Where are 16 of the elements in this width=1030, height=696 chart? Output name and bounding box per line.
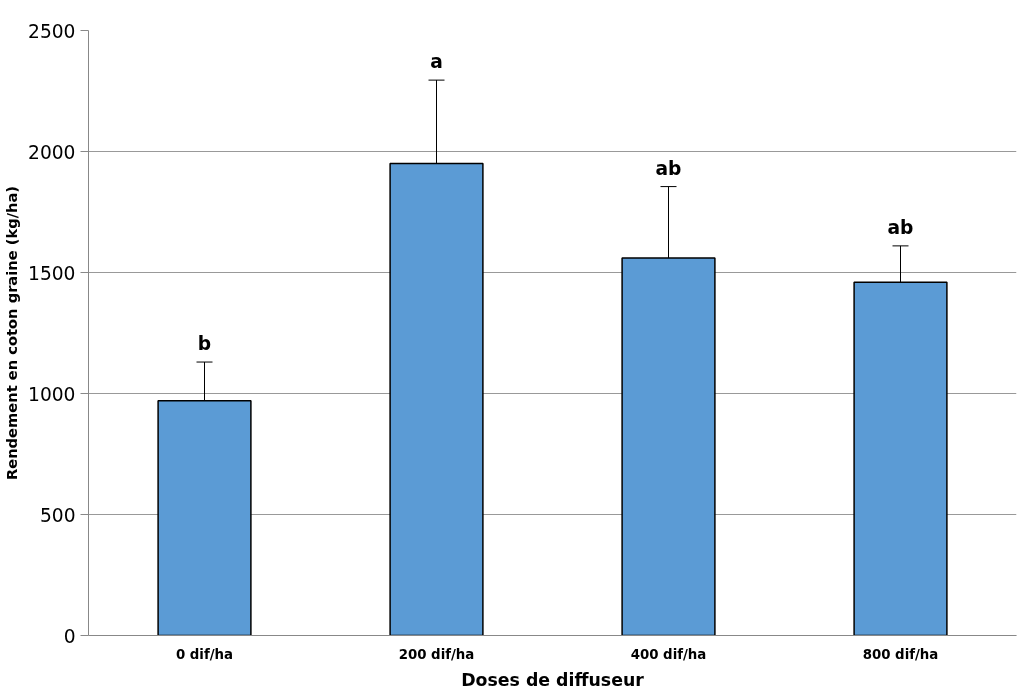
annotation: ab — [887, 216, 914, 238]
y-axis-title: Rendement en coton graine (kg/ha) — [3, 185, 21, 481]
x-tick-label: 200 dif/ha — [398, 646, 475, 662]
annotation: b — [197, 333, 212, 355]
y-tick-label: 2500 — [28, 20, 76, 42]
y-tick-label: 500 — [39, 504, 76, 526]
x-tick-label: 400 dif/ha — [630, 646, 707, 662]
x-tick-label: 800 dif/ha — [862, 646, 939, 662]
annotation: ab — [655, 157, 682, 179]
annotation: a — [430, 51, 443, 73]
x-axis-title: Doses de diffuseur — [461, 669, 645, 690]
y-tick-label: 2000 — [28, 141, 76, 163]
x-tick-label: 0 dif/ha — [175, 646, 234, 662]
y-tick-label: 1000 — [28, 383, 76, 405]
y-tick-label: 0 — [63, 625, 76, 647]
y-tick-label: 1500 — [28, 262, 76, 284]
